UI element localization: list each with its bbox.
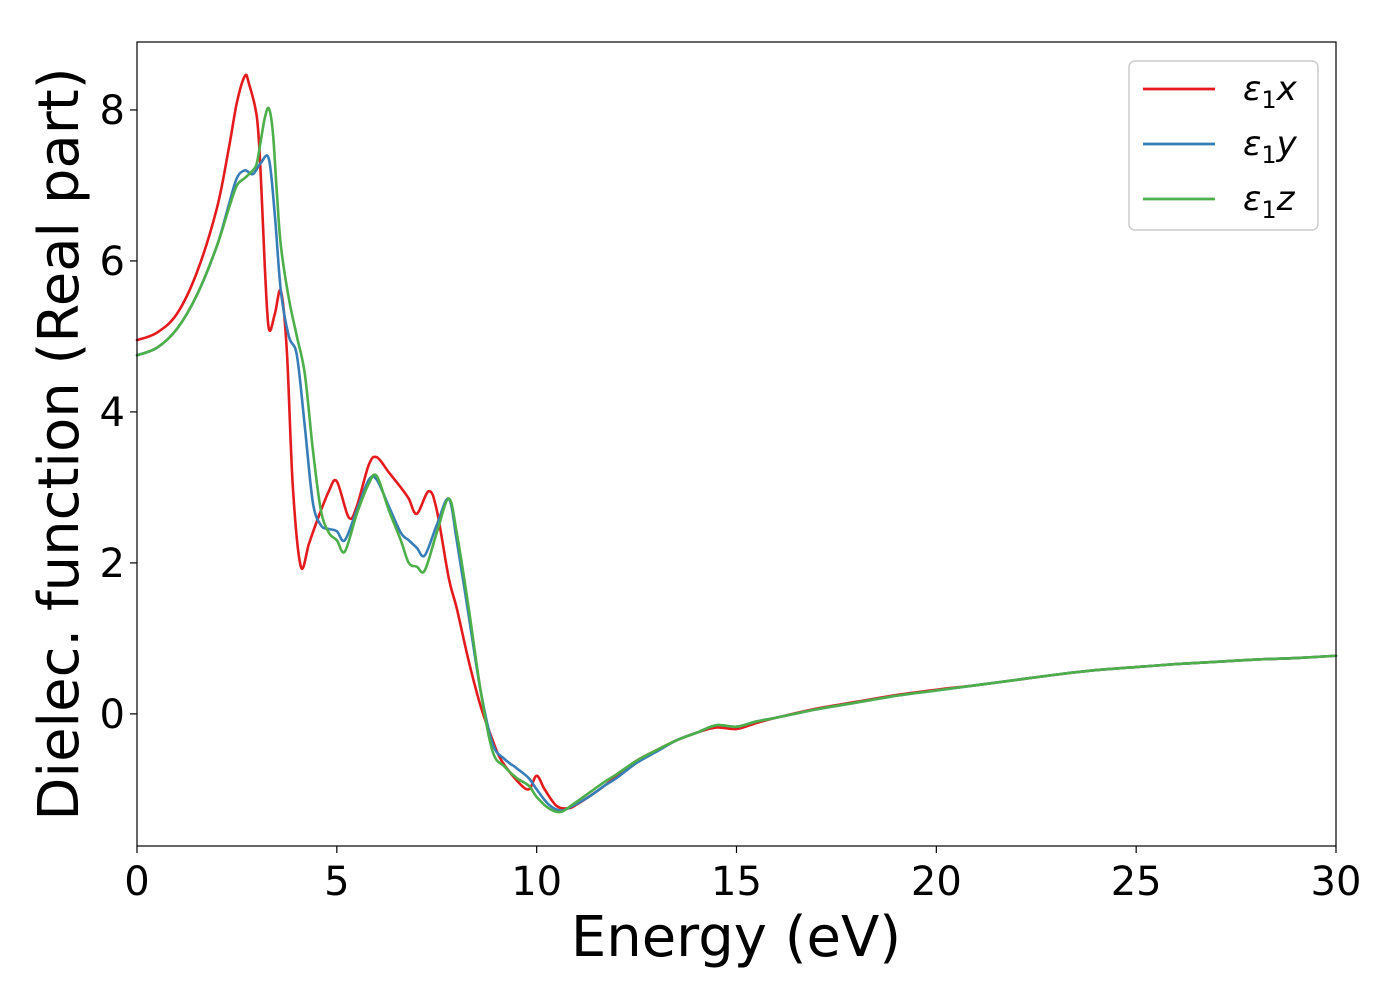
x-axis: 0 5 10 15 20 25 30	[124, 846, 1361, 905]
x-tick-label: 20	[911, 859, 962, 905]
x-tick-label: 15	[711, 859, 762, 905]
legend-subscript: 1	[1261, 86, 1276, 114]
legend-symbol: ε	[1243, 124, 1261, 164]
legend-label-z: ε1z	[1243, 179, 1296, 224]
x-tick-label: 30	[1311, 859, 1362, 905]
y-tick-label: 4	[100, 390, 125, 436]
legend-variable: y	[1276, 124, 1298, 164]
legend-label-x: ε1x	[1243, 69, 1298, 114]
x-tick-label: 0	[124, 859, 149, 905]
legend-box	[1128, 60, 1319, 231]
y-tick-label: 0	[100, 692, 125, 738]
legend-variable: z	[1276, 179, 1296, 219]
x-tick-label: 5	[324, 859, 349, 905]
legend-subscript: 1	[1261, 141, 1276, 169]
y-tick-label: 8	[100, 88, 125, 134]
legend-symbol: ε	[1243, 69, 1261, 109]
series-layer	[135, 73, 1338, 814]
series-line-z	[135, 106, 1338, 814]
x-tick-label: 25	[1111, 859, 1162, 905]
legend-variable: x	[1276, 69, 1298, 109]
legend-symbol: ε	[1243, 179, 1261, 219]
y-tick-label: 2	[100, 541, 125, 587]
x-tick-label: 10	[511, 859, 562, 905]
x-axis-title: Energy (eV)	[571, 905, 901, 970]
legend-subscript: 1	[1261, 196, 1276, 224]
y-axis: 0 2 4 6 8	[100, 88, 137, 738]
y-tick-label: 6	[100, 239, 125, 285]
y-axis-title: Dielec. function (Real part)	[27, 67, 92, 820]
legend-label-y: ε1y	[1243, 124, 1298, 169]
